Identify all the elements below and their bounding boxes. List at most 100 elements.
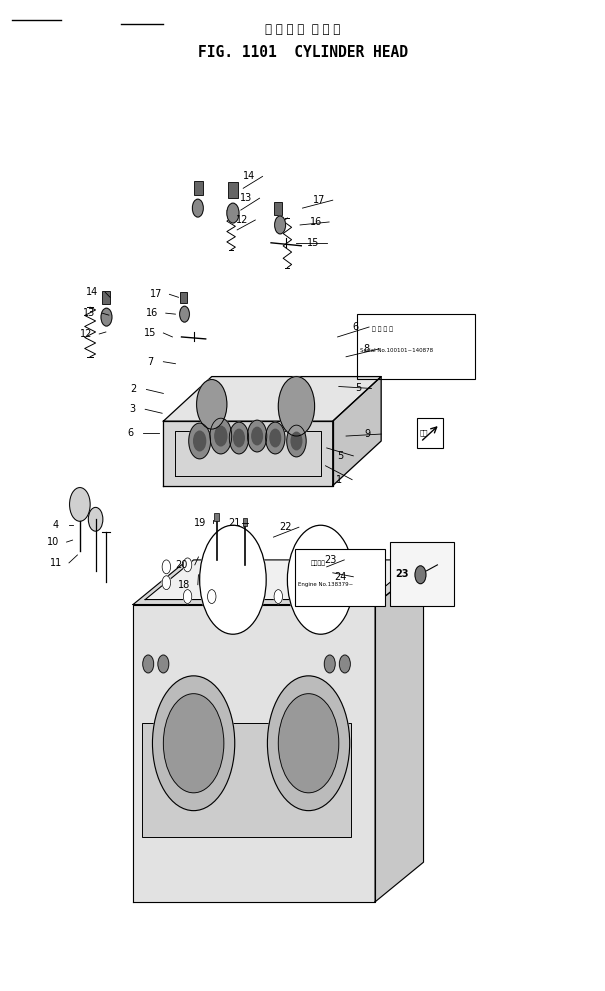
Circle shape [189, 423, 211, 459]
Circle shape [194, 431, 206, 451]
Text: 返品: 返品 [419, 430, 428, 436]
Text: 10: 10 [47, 537, 59, 547]
Bar [180, 291, 186, 303]
Text: 23: 23 [395, 569, 408, 580]
Text: 3: 3 [129, 404, 135, 414]
Text: 11: 11 [50, 558, 62, 568]
Text: シ リ ン ダ  ヘ ッ ド: シ リ ン ダ ヘ ッ ド [265, 23, 340, 36]
Circle shape [267, 676, 350, 811]
Text: 24: 24 [334, 572, 346, 582]
Polygon shape [163, 421, 333, 486]
Circle shape [278, 694, 339, 793]
Circle shape [370, 573, 378, 587]
Circle shape [88, 507, 103, 531]
Circle shape [291, 432, 302, 450]
Text: 15: 15 [144, 328, 156, 338]
Text: 17: 17 [150, 289, 162, 299]
Text: 6: 6 [127, 428, 133, 438]
Bar [142, 723, 351, 837]
Circle shape [180, 306, 189, 322]
Text: 2: 2 [130, 385, 136, 394]
Text: 1: 1 [336, 475, 342, 485]
Circle shape [287, 425, 306, 457]
Text: 15: 15 [307, 238, 319, 248]
Text: 適用車種: 適用車種 [310, 560, 325, 566]
Circle shape [270, 429, 281, 447]
Circle shape [152, 676, 235, 811]
Circle shape [163, 694, 224, 793]
Circle shape [266, 422, 285, 454]
Circle shape [162, 560, 171, 574]
Circle shape [197, 380, 227, 429]
Circle shape [247, 420, 267, 452]
Text: 5: 5 [355, 384, 361, 393]
Text: 12: 12 [236, 215, 248, 225]
Circle shape [324, 655, 335, 673]
Text: 19: 19 [194, 518, 206, 528]
Text: 18: 18 [178, 580, 191, 590]
Text: 適 用 車 種: 適 用 車 種 [372, 326, 393, 332]
Circle shape [278, 377, 315, 436]
Circle shape [215, 426, 227, 446]
Circle shape [370, 560, 378, 574]
Circle shape [183, 590, 192, 604]
Text: 14: 14 [86, 287, 98, 297]
Circle shape [298, 590, 307, 604]
Text: 5: 5 [337, 451, 343, 461]
Bar [390, 542, 454, 606]
Circle shape [183, 558, 192, 572]
Bar [243, 518, 247, 526]
Bar [295, 549, 385, 606]
Text: 20: 20 [175, 560, 188, 570]
Text: 16: 16 [146, 308, 159, 318]
Circle shape [229, 422, 249, 454]
Text: 8: 8 [363, 344, 369, 354]
Circle shape [70, 488, 90, 521]
Text: 17: 17 [313, 195, 325, 205]
Bar [275, 201, 282, 214]
Bar [417, 418, 443, 448]
Circle shape [162, 576, 171, 590]
Text: FIG. 1101  CYLINDER HEAD: FIG. 1101 CYLINDER HEAD [197, 45, 408, 59]
Polygon shape [333, 377, 381, 486]
Circle shape [234, 429, 244, 447]
Circle shape [210, 418, 232, 454]
Circle shape [101, 308, 112, 326]
Text: 12: 12 [80, 329, 92, 339]
Circle shape [415, 566, 426, 584]
Text: 16: 16 [310, 217, 322, 227]
Circle shape [192, 199, 203, 217]
Text: 9: 9 [365, 429, 371, 439]
Text: 23: 23 [325, 555, 337, 565]
Circle shape [252, 427, 263, 445]
Circle shape [158, 655, 169, 673]
Polygon shape [133, 565, 424, 605]
Circle shape [143, 655, 154, 673]
Bar [357, 314, 475, 379]
Text: 22: 22 [280, 522, 292, 532]
Polygon shape [163, 377, 381, 421]
Text: 4: 4 [53, 520, 59, 530]
Text: Serial No.100101~140878: Serial No.100101~140878 [360, 348, 433, 354]
Polygon shape [375, 565, 424, 902]
Text: 6: 6 [353, 322, 359, 332]
Circle shape [275, 216, 286, 234]
Circle shape [274, 590, 283, 604]
Circle shape [339, 655, 350, 673]
Text: 13: 13 [83, 308, 95, 318]
Polygon shape [145, 560, 417, 600]
Bar [228, 182, 238, 198]
Circle shape [353, 583, 361, 597]
Polygon shape [133, 605, 375, 902]
Bar [102, 291, 110, 303]
Text: 21: 21 [229, 518, 241, 528]
Text: 7: 7 [147, 357, 153, 367]
Circle shape [200, 525, 266, 634]
Text: Engine No.138379~: Engine No.138379~ [298, 582, 353, 588]
Circle shape [353, 563, 361, 577]
Circle shape [287, 525, 354, 634]
Circle shape [208, 590, 216, 604]
Circle shape [227, 203, 239, 223]
Bar [194, 181, 203, 195]
Text: 13: 13 [240, 193, 252, 203]
